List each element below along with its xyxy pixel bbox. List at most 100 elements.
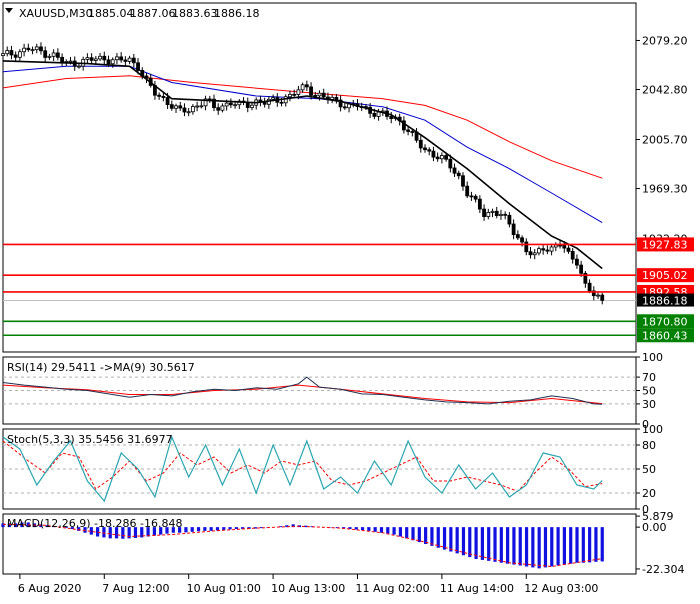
candle-body xyxy=(220,105,225,111)
price-pane xyxy=(2,2,637,353)
candle-body xyxy=(499,213,503,216)
rsi-title: RSI(14) 29.5411 ->MA(9) 30.5617 xyxy=(7,361,195,374)
candle-body xyxy=(93,58,98,61)
rsi-tick-label: 100 xyxy=(642,351,663,364)
dropdown-triangle-icon[interactable] xyxy=(5,8,13,13)
candle-body xyxy=(203,98,208,107)
candle-body xyxy=(178,105,183,109)
candle-body xyxy=(570,250,575,260)
time-tick-label: 6 Aug 2020 xyxy=(18,582,81,595)
current-price-badge xyxy=(637,293,694,307)
candle-body xyxy=(288,93,292,98)
candle-body xyxy=(115,56,119,61)
candle-body xyxy=(55,52,60,58)
candle-body xyxy=(22,47,27,53)
ohlc-low: 1883.63 xyxy=(172,7,218,20)
candle-body xyxy=(486,212,491,217)
candle-body xyxy=(283,96,288,104)
candle-body xyxy=(106,59,111,65)
candle-body xyxy=(579,264,584,274)
candle-body xyxy=(216,107,221,111)
candle-body xyxy=(503,213,508,216)
stoch-tick-label: 20 xyxy=(642,487,656,500)
macd-tick-label: -22.304 xyxy=(642,563,684,576)
candle-body xyxy=(296,89,301,95)
candle-body xyxy=(60,56,64,63)
level-badge-label: 1860.43 xyxy=(642,329,688,342)
candle-body xyxy=(587,282,592,292)
ohlc-high: 1887.06 xyxy=(130,7,176,20)
candle-body xyxy=(444,155,449,160)
candle-body xyxy=(583,272,588,284)
level-badge xyxy=(637,237,694,252)
candle-body xyxy=(406,129,411,132)
candle-body xyxy=(228,102,233,106)
candle-body xyxy=(334,96,339,101)
candle-body xyxy=(165,97,170,106)
candle-body xyxy=(186,111,191,114)
candle-body xyxy=(427,149,432,152)
candle-body xyxy=(439,155,444,160)
level-badge xyxy=(637,268,694,283)
candle-body xyxy=(591,290,596,297)
candle-body xyxy=(13,54,18,58)
macd-signal-line xyxy=(2,523,603,568)
candle-body xyxy=(161,95,166,98)
candle-body xyxy=(182,107,187,113)
candle-body xyxy=(562,245,567,249)
candle-body xyxy=(410,131,415,133)
candle-body xyxy=(490,210,495,213)
candle-body xyxy=(342,106,347,109)
time-tick-label: 10 Aug 01:00 xyxy=(187,582,261,595)
stoch-tick-label: 100 xyxy=(642,423,663,436)
time-tick-label: 7 Aug 12:00 xyxy=(102,582,169,595)
rsi-line xyxy=(2,376,603,405)
price-tick-label: 2042.80 xyxy=(642,84,688,97)
candle-body xyxy=(532,252,537,256)
candle-body xyxy=(304,84,309,88)
candle-body xyxy=(566,247,571,252)
price-tick-label: 2079.20 xyxy=(642,34,688,47)
candle-body xyxy=(195,105,200,108)
candle-body xyxy=(77,65,81,68)
candle-body xyxy=(51,52,56,57)
candle-body xyxy=(136,62,140,71)
stoch-title: Stoch(5,3,3) 35.5456 31.6977 xyxy=(7,433,173,446)
candle-body xyxy=(423,147,427,151)
candle-body xyxy=(545,249,550,252)
candle-body xyxy=(317,92,322,97)
candle-body xyxy=(321,92,326,98)
level-badge-label: 1905.02 xyxy=(642,269,688,282)
candle-body xyxy=(47,55,52,58)
candle-body xyxy=(313,94,318,97)
candle-body xyxy=(199,105,204,108)
candle-body xyxy=(600,294,605,301)
stoch-tick-label: 80 xyxy=(642,439,656,452)
candle-body xyxy=(127,57,132,62)
candle-body xyxy=(507,214,512,225)
candle-body xyxy=(376,111,381,117)
candle-body xyxy=(456,172,461,177)
candle-body xyxy=(372,112,377,117)
candle-body xyxy=(520,237,524,243)
candle-body xyxy=(131,57,136,64)
level-badge-label: 1927.83 xyxy=(642,238,688,251)
candle-body xyxy=(9,50,14,56)
candle-body xyxy=(123,59,128,62)
candle-body xyxy=(85,57,90,60)
candle-body xyxy=(549,246,554,252)
candle-body xyxy=(17,51,22,58)
candle-body xyxy=(461,175,465,187)
candle-body xyxy=(262,101,267,105)
candle-body xyxy=(34,46,39,51)
candle-body xyxy=(435,156,440,160)
price-tick-label: 1969.30 xyxy=(642,183,688,196)
candle-body xyxy=(190,106,195,113)
candle-body xyxy=(309,86,313,96)
rsi-pane xyxy=(2,356,637,425)
stoch-main-line xyxy=(2,435,603,503)
candle-body xyxy=(43,50,48,58)
candle-body xyxy=(68,60,73,63)
candle-body xyxy=(596,294,600,297)
